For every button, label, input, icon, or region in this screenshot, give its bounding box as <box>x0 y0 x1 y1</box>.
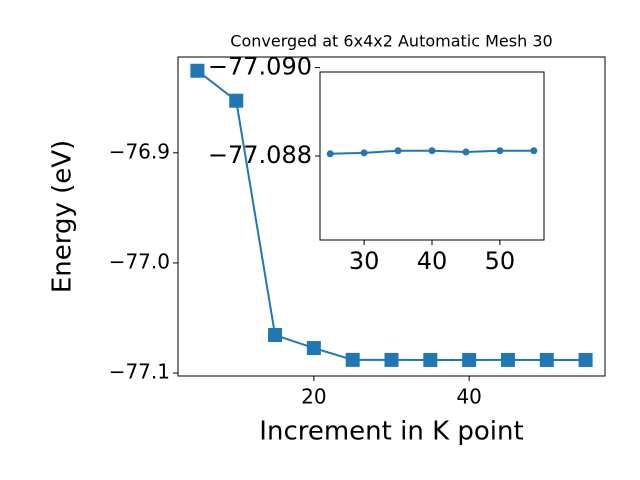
x-tick-label: 30 <box>349 247 380 275</box>
marker <box>530 147 538 155</box>
marker <box>462 148 470 156</box>
marker <box>190 63 205 78</box>
y-tick-label: −77.0 <box>109 249 170 273</box>
y-tick-label: −77.088 <box>208 141 312 169</box>
marker <box>345 352 360 367</box>
y-tick-label: −77.1 <box>109 360 170 384</box>
x-axis-label: Increment in K point <box>259 417 523 447</box>
plot-area <box>320 72 544 240</box>
marker <box>500 352 515 367</box>
axes-frame <box>177 56 606 377</box>
marker <box>423 352 438 367</box>
y-tick-label: −77.090 <box>208 53 312 81</box>
x-tick-label: 40 <box>417 247 448 275</box>
marker <box>496 147 504 155</box>
marker <box>384 352 399 367</box>
y-axis-label: Energy (eV) <box>48 140 78 293</box>
marker <box>539 352 554 367</box>
y-tick-label: −76.9 <box>109 139 170 163</box>
marker <box>306 341 321 356</box>
marker <box>268 328 283 343</box>
marker <box>360 149 368 157</box>
marker <box>326 150 334 158</box>
x-tick-label: 50 <box>485 247 516 275</box>
marker <box>578 352 593 367</box>
x-tick-label: 40 <box>456 385 481 409</box>
axes-frame <box>319 71 545 241</box>
marker <box>394 147 402 155</box>
marker <box>428 147 436 155</box>
marker <box>462 352 477 367</box>
x-tick-label: 20 <box>301 385 326 409</box>
chart-title: Converged at 6x4x2 Automatic Mesh 30 <box>230 32 552 51</box>
marker <box>229 93 244 108</box>
